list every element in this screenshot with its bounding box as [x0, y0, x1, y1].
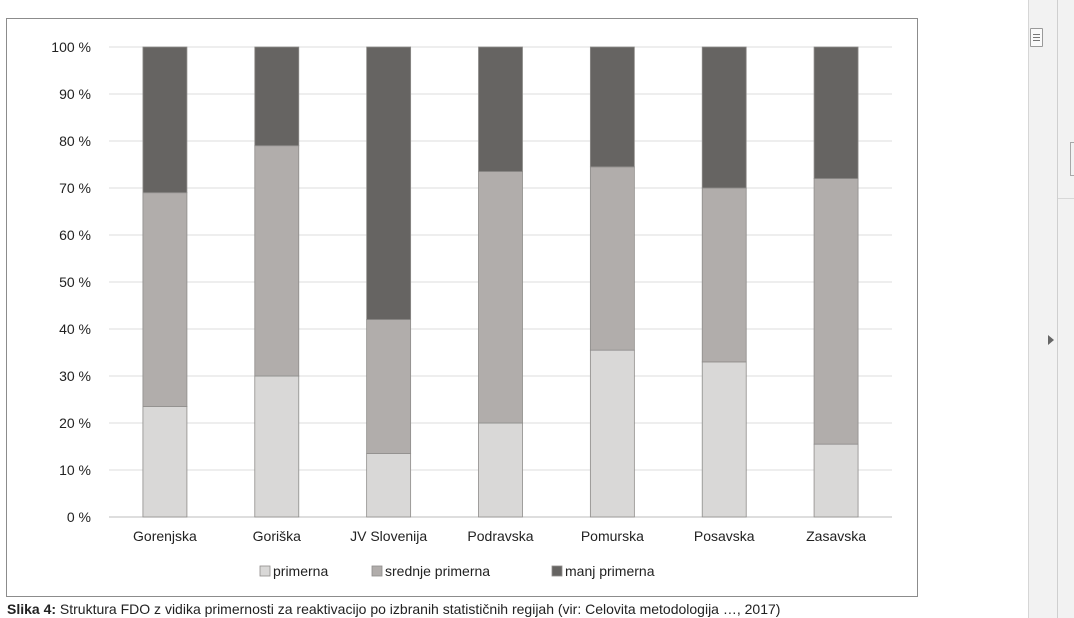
viewer-side-panel	[1028, 0, 1074, 618]
y-tick-label: 90 %	[59, 86, 91, 102]
bar-segment-srednje-primerna	[701, 187, 747, 363]
bar-segment-primerna	[589, 349, 635, 518]
bar-segment-srednje-primerna	[478, 171, 523, 424]
y-tick-label: 50 %	[59, 274, 91, 290]
bar-segment-manj-primerna	[254, 46, 300, 147]
caption-prefix: Slika 4:	[7, 601, 57, 617]
y-tick-label: 0 %	[67, 509, 91, 525]
bar-segment-manj-primerna	[813, 46, 859, 180]
bar-segment-manj-primerna	[366, 46, 412, 321]
figure-caption: Slika 4: Struktura FDO z vidika primerno…	[7, 601, 780, 617]
legend-label: srednje primerna	[385, 563, 490, 579]
bar-segment-manj-primerna	[142, 46, 188, 194]
legend-item: primerna	[259, 563, 328, 579]
y-tick-label: 30 %	[59, 368, 91, 384]
x-tick-label: Zasavska	[806, 528, 866, 544]
y-tick-label: 40 %	[59, 321, 91, 337]
bar-segment-primerna	[142, 406, 188, 518]
bar-segment-manj-primerna	[589, 46, 635, 168]
x-tick-label: Posavska	[694, 528, 755, 544]
bar-segment-manj-primerna	[478, 46, 523, 172]
side-tab-handle[interactable]	[1070, 142, 1074, 176]
y-tick-label: 20 %	[59, 415, 91, 431]
x-tick-label: Goriška	[253, 528, 301, 544]
bar-segment-manj-primerna	[701, 46, 747, 189]
bar-segment-primerna	[813, 443, 859, 518]
chart-frame: 0 % 10 % 20 % 30 % 40 % 50 % 60 % 70 % 80 % 90 % 1…	[6, 18, 918, 597]
bar-segment-srednje-primerna	[366, 319, 412, 454]
x-tick-label: Pomurska	[581, 528, 644, 544]
panel-divider-horizontal	[1058, 198, 1074, 199]
x-tick-label: Gorenjska	[133, 528, 197, 544]
legend-label: manj primerna	[565, 563, 655, 579]
legend-item: srednje primerna	[371, 563, 490, 579]
y-tick-label: 80 %	[59, 133, 91, 149]
legend-item: manj primerna	[551, 563, 655, 579]
bar-segment-primerna	[254, 375, 300, 518]
bar-segment-srednje-primerna	[589, 166, 635, 351]
stacked-bar-chart: 0 % 10 % 20 % 30 % 40 % 50 % 60 % 70 % 80 % 90 % 1…	[51, 39, 892, 579]
caption-text: Struktura FDO z vidika primernosti za re…	[59, 601, 781, 617]
panel-divider	[1057, 0, 1058, 618]
y-tick-label: 10 %	[59, 462, 91, 478]
legend-swatch	[551, 565, 563, 577]
x-tick-label: JV Slovenija	[350, 528, 427, 544]
bar-segment-primerna	[366, 453, 412, 518]
bar-segment-srednje-primerna	[254, 145, 300, 377]
bar-segment-primerna	[478, 422, 523, 518]
y-tick-label: 100 %	[51, 39, 91, 55]
chevron-right-icon[interactable]	[1048, 335, 1054, 345]
bar-segment-primerna	[701, 361, 747, 518]
legend-swatch	[371, 565, 383, 577]
y-tick-label: 60 %	[59, 227, 91, 243]
x-tick-label: Podravska	[467, 528, 533, 544]
bar-segment-srednje-primerna	[142, 192, 188, 407]
legend-swatch	[259, 565, 271, 577]
scroll-grip-icon[interactable]	[1030, 28, 1043, 47]
bar-segment-srednje-primerna	[813, 178, 859, 445]
y-tick-label: 70 %	[59, 180, 91, 196]
legend-label: primerna	[273, 563, 328, 579]
